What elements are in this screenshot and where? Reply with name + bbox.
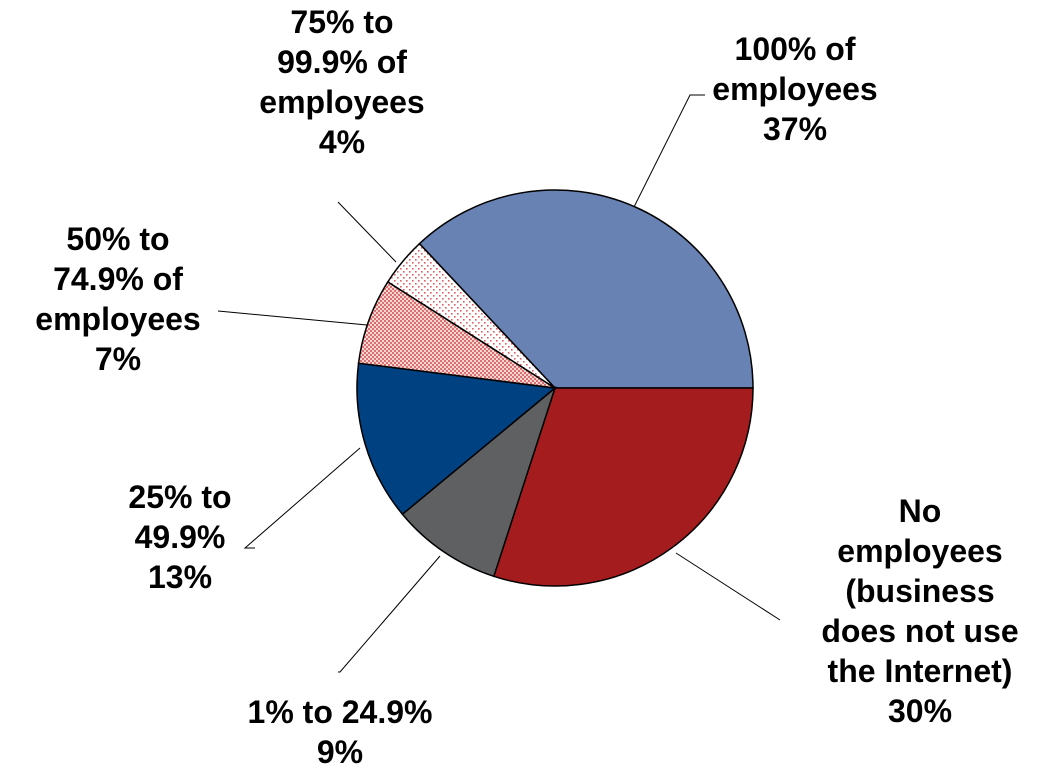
slice-labels: 100% of employees 37% No employees (business d…: [35, 4, 1018, 770]
pie-slice-2: [401, 385, 557, 578]
pie-slice-1: [492, 387, 754, 587]
slice-label-0-line-1: employees: [712, 71, 877, 107]
slice-value-label-2: 9%: [317, 734, 363, 770]
slice-value-label-3: 13%: [148, 559, 212, 595]
leader-line-4: [217, 310, 368, 326]
slice-label-1-line-3: does not use: [821, 613, 1018, 649]
slice-label-1-line-1: employees: [837, 533, 1002, 569]
leader-lines: [217, 94, 781, 673]
slice-label-1-line-2: (business: [845, 573, 994, 609]
pie-slice-5: [386, 242, 556, 389]
slice-label-5-line-2: employees: [259, 84, 424, 120]
slice-label-2-line-0: 1% to 24.9%: [248, 694, 433, 730]
pie-slice-0: [418, 189, 754, 389]
slice-label-5-line-0: 75% to: [290, 4, 393, 40]
slice-label-1-line-4: the Internet): [828, 653, 1013, 689]
leader-line-5: [337, 201, 397, 263]
slice-label-0-line-0: 100% of: [735, 31, 856, 67]
leader-line-2: [338, 555, 441, 673]
slice-label-5-line-1: 99.9% of: [277, 44, 407, 80]
leader-line-3: [243, 447, 361, 549]
pie-slices: [356, 189, 754, 587]
slice-value-label-1: 30%: [888, 693, 952, 729]
leader-line-1: [675, 552, 781, 621]
slice-label-4-line-2: employees: [35, 301, 200, 337]
slice-label-4-line-0: 50% to: [66, 221, 169, 257]
slice-value-label-4: 7%: [95, 341, 141, 377]
slice-value-label-0: 37%: [763, 111, 827, 147]
slice-label-3-line-1: 49.9%: [135, 519, 226, 555]
slice-label-1-line-0: No: [899, 493, 942, 529]
slice-value-label-5: 4%: [319, 124, 365, 160]
leader-line-0: [633, 94, 705, 208]
slice-label-3-line-0: 25% to: [128, 479, 231, 515]
pie-slice-3: [356, 362, 557, 516]
slice-label-4-line-1: 74.9% of: [53, 261, 183, 297]
